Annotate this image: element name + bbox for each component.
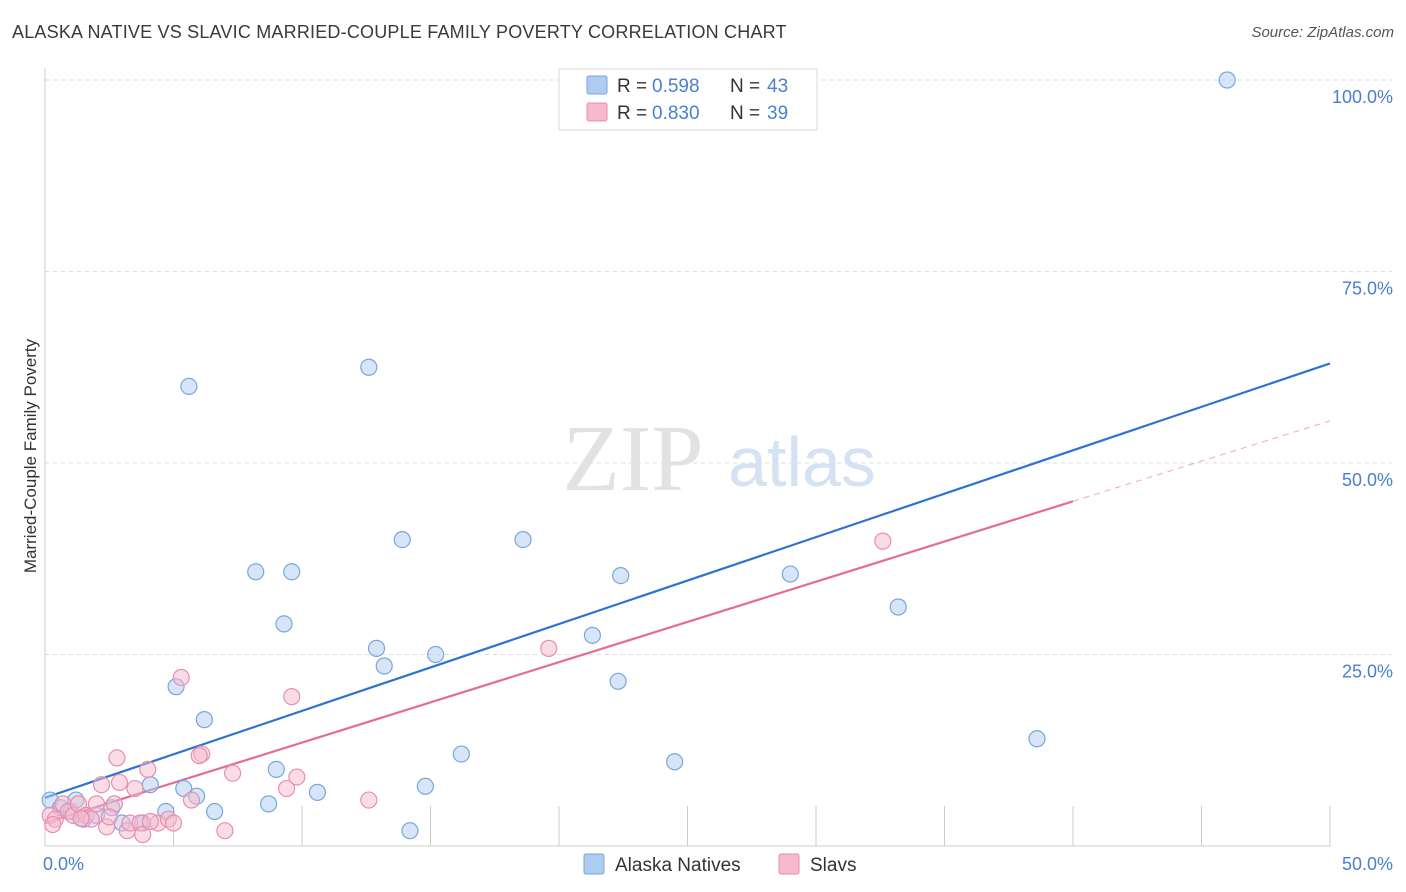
legend-n-label: N = [730,76,760,97]
data-point-blue [416,777,434,795]
data-point-blue [666,753,684,771]
data-point-blue [259,795,278,813]
legend-swatch-alaska-natives [586,75,608,95]
trend-line-pink [44,500,1074,825]
watermark: ZIP atlas [563,407,876,511]
data-point-blue [367,639,386,657]
data-point-pink [92,776,111,794]
y-tick-label: 50.0% [1342,470,1393,490]
trend-line-blue [44,362,1331,799]
bottom-legend-label-slavs: Slavs [810,855,856,876]
data-point-pink [360,791,378,809]
data-point-pink [139,760,157,779]
data-point-pink [874,532,892,550]
bottom-legend-label-alaska-natives: Alaska Natives [615,855,741,876]
x-tick-label: 0.0% [43,854,84,874]
data-point-pink [134,825,152,844]
data-point-blue [247,563,265,581]
data-point-blue [583,626,602,644]
y-tick-label: 75.0% [1342,279,1393,299]
data-point-pink [172,668,190,687]
data-point-pink [110,773,129,792]
y-axis-label: Married-Couple Family Poverty [21,338,40,573]
data-point-pink [44,815,62,834]
data-point-pink [283,688,301,706]
data-point-pink [100,808,118,826]
data-point-pink [540,639,558,657]
legend-r-label: R = [617,103,647,124]
data-points [41,71,1236,844]
data-point-pink [190,747,208,765]
data-point-pink [277,779,296,798]
data-point-blue [401,822,419,840]
tick-labels: 25.0% 50.0% 75.0% 100.0% 0.0% 50.0% [43,87,1393,874]
data-point-pink [87,795,106,813]
legend-r-value: 0.830 [652,103,700,124]
legend-n-value: 39 [767,103,788,124]
data-point-pink [182,791,201,809]
bottom-legend-swatch-slavs [778,853,800,875]
data-point-blue [180,377,198,395]
data-point-pink [141,812,159,831]
data-point-blue [267,760,285,779]
trend-extension-pink [1072,420,1331,502]
data-point-blue [195,711,213,729]
chart-title: ALASKA NATIVE VS SLAVIC MARRIED-COUPLE F… [12,22,787,42]
data-point-pink [288,768,306,786]
legend-r-value: 0.598 [652,76,700,97]
trend-lines [44,362,1331,825]
legend: R = 0.598 N = 43 R = 0.830 N = 39 [558,68,818,131]
axes [44,68,1331,847]
data-point-pink [126,779,144,798]
data-point-blue [1028,730,1046,748]
data-point-blue [206,802,224,821]
data-point-blue [781,565,799,583]
data-point-pink [108,749,126,767]
legend-n-label: N = [730,103,760,124]
data-point-blue [375,657,393,675]
data-point-blue [360,358,378,376]
legend-n-value: 43 [767,76,788,97]
data-point-blue [609,672,627,690]
legend-swatch-slavs [586,102,608,122]
watermark-atlas: atlas [728,423,876,501]
y-tick-label: 25.0% [1342,662,1393,682]
data-point-blue [275,615,293,633]
data-point-blue [141,776,159,794]
grid-lines [45,79,1392,655]
data-point-blue [514,530,532,549]
data-point-blue [889,598,907,616]
data-point-pink [72,809,90,828]
data-point-pink [216,822,234,840]
data-point-blue [452,745,470,763]
watermark-zip: ZIP [563,407,704,511]
bottom-legend-swatch-alaska-natives [583,853,605,875]
data-point-blue [1218,71,1236,89]
y-tick-label: 100.0% [1332,87,1393,107]
chart-source: Source: ZipAtlas.com [1251,24,1394,41]
x-tick-label: 50.0% [1342,854,1393,874]
data-point-blue [393,530,411,549]
data-point-blue [427,645,445,664]
data-point-pink [164,814,183,832]
data-point-blue [612,567,630,585]
legend-r-label: R = [617,76,647,97]
bottom-legend: Alaska Natives Slavs [583,853,856,876]
data-point-pink [224,764,242,782]
data-point-blue [283,563,301,581]
data-point-blue [308,783,327,801]
